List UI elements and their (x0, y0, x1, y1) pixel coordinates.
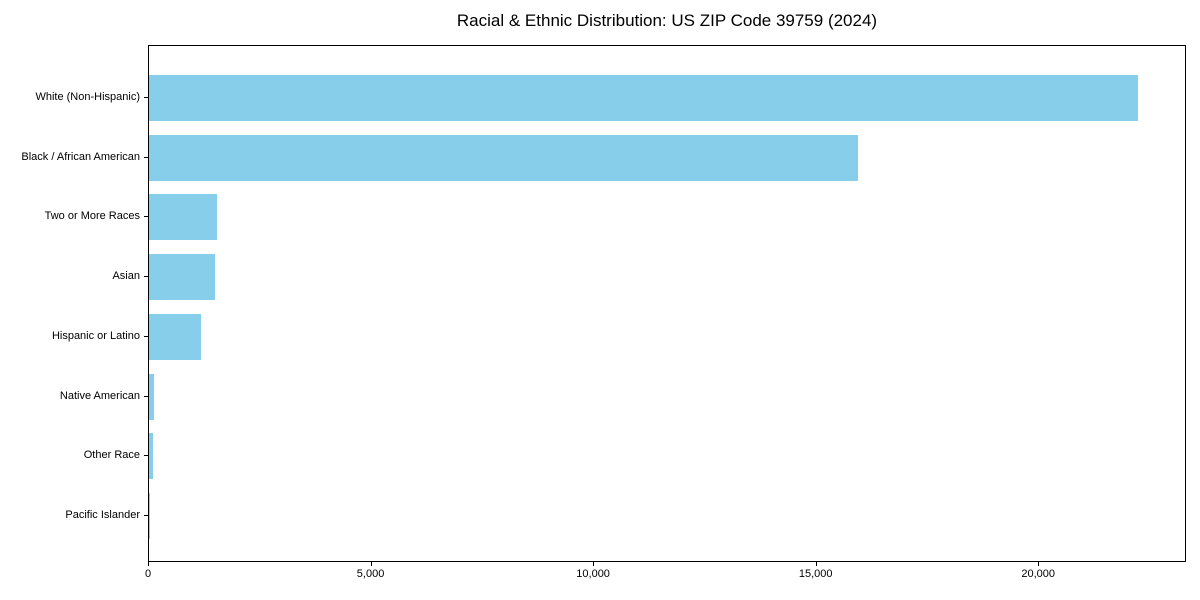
x-tick-label-10000: 10,000 (576, 568, 610, 580)
bar-other-race (149, 433, 153, 480)
x-tick-mark-10000 (593, 562, 595, 566)
bar-two-or-more-races (149, 194, 217, 241)
x-tick-mark-5000 (370, 562, 372, 566)
x-tick-label-15000: 15,000 (798, 568, 833, 580)
y-tick-mark-white-non-hispanic (144, 97, 148, 98)
y-tick-mark-native-american (144, 395, 148, 397)
y-tick-label-asian: Asian (112, 270, 140, 283)
bar-white-non-hispanic (149, 75, 1138, 121)
y-tick-label-pacific-islander: Pacific Islander (65, 508, 140, 521)
y-tick-mark-pacific-islander (144, 514, 148, 516)
x-tick-mark-0 (148, 562, 149, 566)
y-tick-mark-asian (144, 276, 148, 278)
bar-native-american (149, 373, 154, 420)
y-tick-label-native-american: Native American (59, 389, 140, 402)
x-tick-mark-20000 (1038, 562, 1040, 566)
y-tick-label-two-or-more-races: Two or More Races (44, 210, 140, 223)
y-tick-label-white-non-hispanic: White (Non-Hispanic) (35, 91, 140, 103)
y-tick-mark-black-african-american (144, 156, 148, 158)
y-tick-mark-two-or-more-races (144, 216, 148, 218)
y-tick-label-hispanic-or-latino: Hispanic or Latino (51, 329, 140, 342)
y-tick-label-other-race: Other Race (83, 449, 140, 462)
x-tick-label-0: 0 (144, 568, 152, 580)
bar-asian (149, 254, 215, 301)
plot-area (148, 45, 1186, 562)
y-tick-mark-other-race (144, 455, 148, 457)
x-tick-label-5000: 5,000 (356, 568, 385, 580)
y-tick-label-black-african-american: Black / African American (21, 150, 140, 163)
y-tick-mark-hispanic-or-latino (144, 335, 148, 337)
bar-black-african-american (149, 134, 859, 181)
x-tick-mark-15000 (815, 562, 817, 566)
bar-hispanic-or-latino (149, 313, 201, 360)
x-tick-label-20000: 20,000 (1021, 568, 1056, 580)
chart-title: Racial & Ethnic Distribution: US ZIP Cod… (456, 11, 878, 30)
